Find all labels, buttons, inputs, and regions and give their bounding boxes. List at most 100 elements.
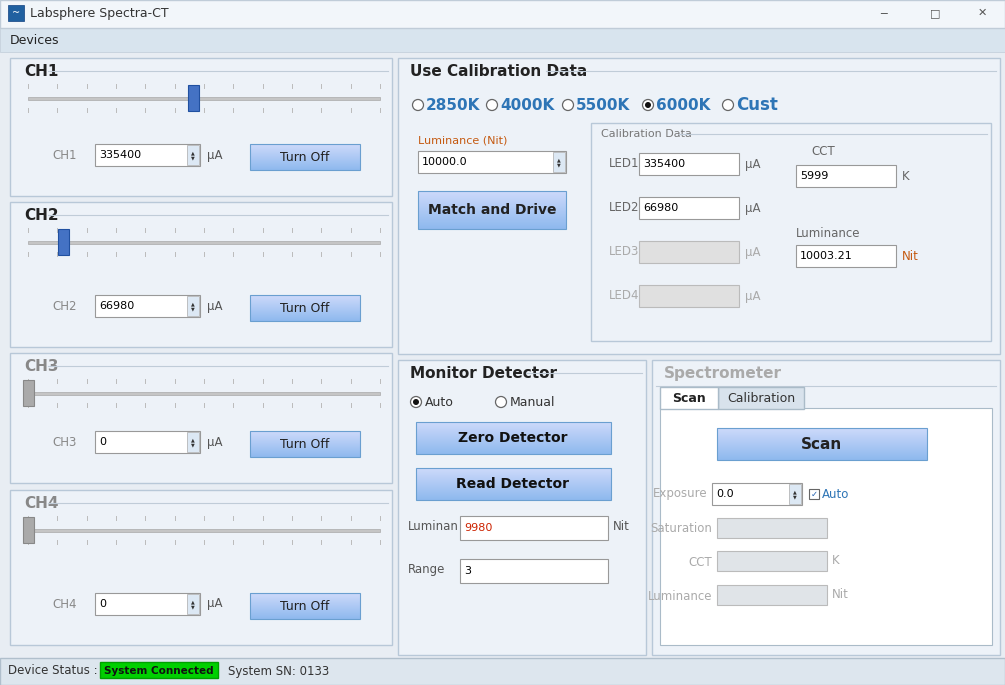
Circle shape [723,99,734,110]
Bar [250,320,360,321]
Bar [250,443,360,444]
Bar [416,428,611,429]
Bar [639,153,739,175]
Bar [416,481,611,482]
Bar [717,518,827,538]
Text: Calibration Data: Calibration Data [601,129,691,139]
Bar [250,600,360,601]
Bar [718,387,804,409]
Bar [250,431,360,457]
Bar [416,494,611,495]
Bar [416,446,611,447]
Bar [418,224,566,225]
Text: ▲: ▲ [191,599,195,604]
Bar [250,169,360,170]
Text: Nit: Nit [902,249,919,262]
Text: Manual: Manual [510,395,556,408]
Bar [250,158,360,159]
Bar [250,594,360,595]
Bar [416,443,611,444]
Bar [416,436,611,437]
Bar [416,483,611,484]
Bar [250,599,360,600]
Bar [416,422,611,423]
Bar [250,159,360,160]
Bar [416,422,611,454]
Bar [418,202,566,203]
Bar [717,441,927,443]
Bar [95,295,200,317]
Bar [418,191,566,192]
Text: Monitor Detector: Monitor Detector [410,366,557,380]
Text: 0.0: 0.0 [716,489,734,499]
Bar [250,593,360,594]
Bar [416,473,611,474]
Bar [250,162,360,163]
Bar [418,191,566,229]
Bar [0,0,1005,28]
Bar [416,449,611,450]
Bar [416,476,611,477]
Bar [250,146,360,147]
Text: Nit: Nit [613,521,630,534]
Text: Device Status :: Device Status : [8,664,97,677]
Bar [717,431,927,432]
Text: Luminance: Luminance [647,590,712,603]
Bar [250,299,360,300]
Text: ▼: ▼ [191,604,195,609]
Text: 335400: 335400 [99,150,141,160]
Bar [416,474,611,475]
Bar [416,495,611,496]
Bar [250,618,360,619]
Bar [250,436,360,437]
Bar [416,427,611,428]
Bar [418,207,566,208]
Bar [553,152,565,172]
Bar [418,227,566,228]
Text: Luminan: Luminan [408,521,459,534]
Bar [416,489,611,490]
Text: 5500K: 5500K [576,97,630,112]
Text: Saturation: Saturation [650,521,712,534]
Bar [418,218,566,219]
Text: Luminance: Luminance [796,227,860,240]
Text: ─: ─ [880,8,886,18]
Bar [416,434,611,435]
Bar [416,447,611,448]
Bar [8,5,24,21]
Text: ▼: ▼ [191,442,195,447]
Bar [416,429,611,430]
Bar [250,310,360,311]
Bar [100,662,218,678]
Bar [95,431,200,453]
Bar [416,496,611,497]
Bar [250,314,360,315]
Bar [416,444,611,445]
Bar [416,485,611,486]
Bar [250,455,360,456]
Bar [250,306,360,307]
Bar [418,194,566,195]
Text: 66980: 66980 [643,203,678,213]
Bar [652,360,1000,655]
Bar [0,52,1005,662]
Bar [250,305,360,306]
Text: 0: 0 [99,437,106,447]
Bar [418,220,566,221]
Bar [717,445,927,446]
Bar [250,302,360,303]
Bar [717,446,927,447]
Bar [250,432,360,433]
Bar [250,148,360,149]
Text: Nit: Nit [832,588,849,601]
Bar [250,312,360,313]
Bar [189,85,199,111]
Bar [660,408,992,645]
Bar [250,439,360,440]
Bar [418,228,566,229]
Bar [250,614,360,615]
Bar [250,313,360,314]
Bar [250,319,360,320]
Bar [717,440,927,441]
Bar [250,157,360,158]
